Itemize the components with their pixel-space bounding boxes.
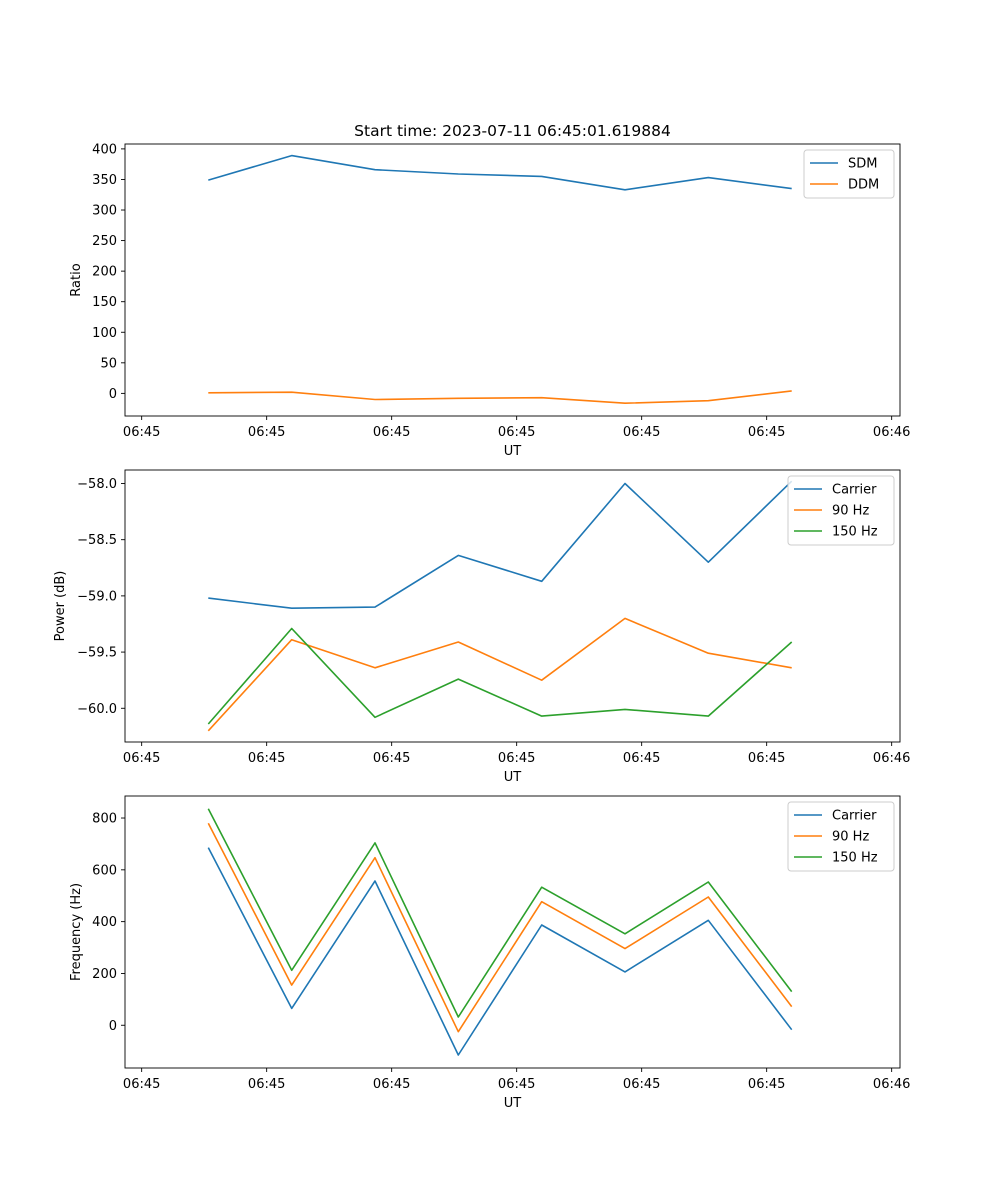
y-axis-label: Frequency (Hz)	[69, 883, 84, 981]
x-tick-label: 06:45	[373, 1077, 410, 1092]
legend-box	[787, 801, 895, 872]
y-tick-label: 200	[92, 265, 117, 280]
y-tick-label: 200	[92, 967, 117, 982]
y-tick-label: 400	[92, 142, 117, 157]
x-tick-label: 06:46	[873, 1077, 910, 1092]
x-tick-label: 06:45	[123, 1077, 160, 1092]
x-tick-label: 06:45	[123, 425, 160, 440]
x-tick-label: 06:46	[873, 751, 910, 766]
x-tick-label: 06:45	[623, 1077, 660, 1092]
figure-title: Start time: 2023-07-11 06:45:01.619884	[354, 122, 671, 140]
series-line-carrier	[208, 480, 793, 610]
x-axis-label: UT	[504, 770, 522, 785]
y-tick-label: 350	[92, 173, 117, 188]
x-tick-label: 06:45	[748, 751, 785, 766]
y-tick-label: −59.0	[77, 589, 117, 604]
y-tick-label: −59.5	[77, 646, 117, 661]
x-tick-label: 06:45	[248, 1077, 285, 1092]
y-tick-label: 250	[92, 234, 117, 249]
x-tick-label: 06:45	[498, 1077, 535, 1092]
legend-label: DDM	[848, 178, 879, 193]
x-tick-label: 06:45	[248, 751, 285, 766]
y-tick-label: 0	[109, 1019, 117, 1034]
y-tick-label: 600	[92, 863, 117, 878]
x-tick-label: 06:45	[248, 425, 285, 440]
x-tick-label: 06:45	[748, 425, 785, 440]
series-line-ddm	[208, 390, 792, 405]
y-axis-label: Ratio	[69, 263, 84, 296]
legend-label: Carrier	[832, 483, 877, 498]
series-line-150-hz	[207, 808, 793, 1018]
y-tick-label: −58.5	[77, 533, 117, 548]
x-axis-label: UT	[504, 1096, 522, 1111]
x-tick-label: 06:45	[623, 425, 660, 440]
legend-label: SDM	[848, 157, 877, 172]
legend-label: Carrier	[832, 809, 877, 824]
x-tick-label: 06:45	[498, 751, 535, 766]
panel-power: 06:45 06:45 06:45 06:45 06:45 06:45 06:46 −60.0…	[53, 469, 910, 785]
axes-frame	[124, 469, 901, 743]
legend-label: 90 Hz	[832, 830, 869, 845]
x-tick-label: 06:45	[123, 751, 160, 766]
x-tick-label: 06:46	[873, 425, 910, 440]
x-tick-label: 06:45	[748, 1077, 785, 1092]
y-tick-label: 50	[100, 356, 117, 371]
y-tick-label: 400	[92, 915, 117, 930]
panel-frequency: 06:45 06:45 06:45 06:45 06:45 06:45 06:46 0 200 4…	[69, 795, 910, 1111]
legend-label: 150 Hz	[832, 851, 878, 866]
series-line-carrier	[207, 847, 793, 1056]
x-tick-label: 06:45	[373, 425, 410, 440]
y-tick-label: −60.0	[77, 702, 117, 717]
y-axis-label: Power (dB)	[53, 571, 68, 642]
y-tick-label: −58.0	[77, 477, 117, 492]
y-tick-label: 0	[109, 387, 117, 402]
y-tick-label: 100	[92, 326, 117, 341]
axes-frame	[124, 143, 901, 417]
legend-box	[803, 149, 895, 199]
y-tick-label: 300	[92, 204, 117, 219]
x-tick-label: 06:45	[373, 751, 410, 766]
y-tick-label: 150	[92, 295, 117, 310]
panel-ratio: 06:45 06:45 06:45 06:45 06:45 06:45 06:46 0 50 10…	[69, 142, 910, 459]
legend-label: 150 Hz	[832, 525, 878, 540]
x-axis-label: UT	[504, 444, 522, 459]
series-line-90-hz	[207, 822, 793, 1033]
axes-frame	[124, 795, 901, 1069]
x-tick-label: 06:45	[623, 751, 660, 766]
legend-box	[787, 475, 895, 546]
series-line-150-hz	[207, 627, 793, 725]
legend-label: 90 Hz	[832, 504, 869, 519]
x-tick-label: 06:45	[498, 425, 535, 440]
series-line-sdm	[208, 154, 792, 191]
y-tick-label: 800	[92, 812, 117, 827]
